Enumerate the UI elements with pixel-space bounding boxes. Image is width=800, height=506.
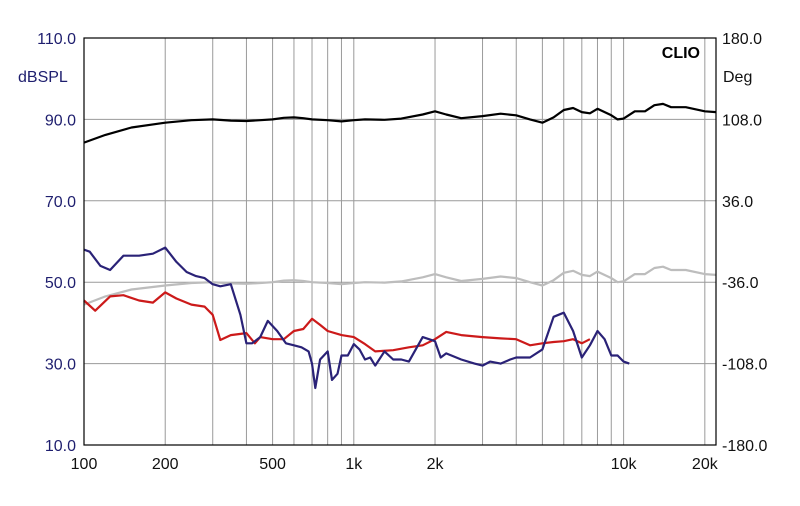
left-axis-ticks: 10.0 30.0 50.0 70.0 90.0 110.0 xyxy=(37,31,76,455)
y-tick-label-right: 180.0 xyxy=(722,31,762,48)
y-tick-label-right: -108.0 xyxy=(722,357,767,374)
x-tick-label: 10k xyxy=(611,456,638,473)
x-tick-label: 1k xyxy=(345,456,363,473)
x-tick-label: 20k xyxy=(692,456,719,473)
y-axis-left-label: dBSPL xyxy=(18,69,68,86)
series-line-4 xyxy=(83,246,630,390)
x-tick-label: 2k xyxy=(427,456,445,473)
brand-label: CLIO xyxy=(662,45,700,62)
series-line-2 xyxy=(83,265,717,306)
y-tick-label-left: 70.0 xyxy=(45,194,76,211)
right-axis-ticks: -180.0 -108.0 -36.0 36.0 108.0 180.0 xyxy=(722,31,767,455)
x-tick-label: 200 xyxy=(152,456,179,473)
y-tick-label-right: -36.0 xyxy=(722,275,759,292)
x-tick-label: 100 xyxy=(71,456,98,473)
y-tick-label-left: 30.0 xyxy=(45,357,76,374)
y-tick-label-right: -180.0 xyxy=(722,438,767,455)
grid xyxy=(84,38,716,445)
y-tick-label-right: 108.0 xyxy=(722,112,762,129)
y-tick-label-left: 110.0 xyxy=(37,31,76,48)
y-axis-right-label: Deg xyxy=(723,69,752,86)
plot-frame xyxy=(83,37,717,446)
y-tick-label-left: 90.0 xyxy=(45,112,76,129)
x-tick-label: 500 xyxy=(259,456,286,473)
series-group xyxy=(83,102,717,390)
y-tick-label-left: 10.0 xyxy=(45,438,76,455)
plot-background xyxy=(84,38,716,445)
series-line-1 xyxy=(83,102,717,144)
series-line-3 xyxy=(83,291,591,353)
y-tick-label-left: 50.0 xyxy=(45,275,76,292)
y-tick-label-right: 36.0 xyxy=(722,194,753,211)
x-axis-ticks: 100 200 500 1k 2k 10k 20k xyxy=(71,456,719,473)
